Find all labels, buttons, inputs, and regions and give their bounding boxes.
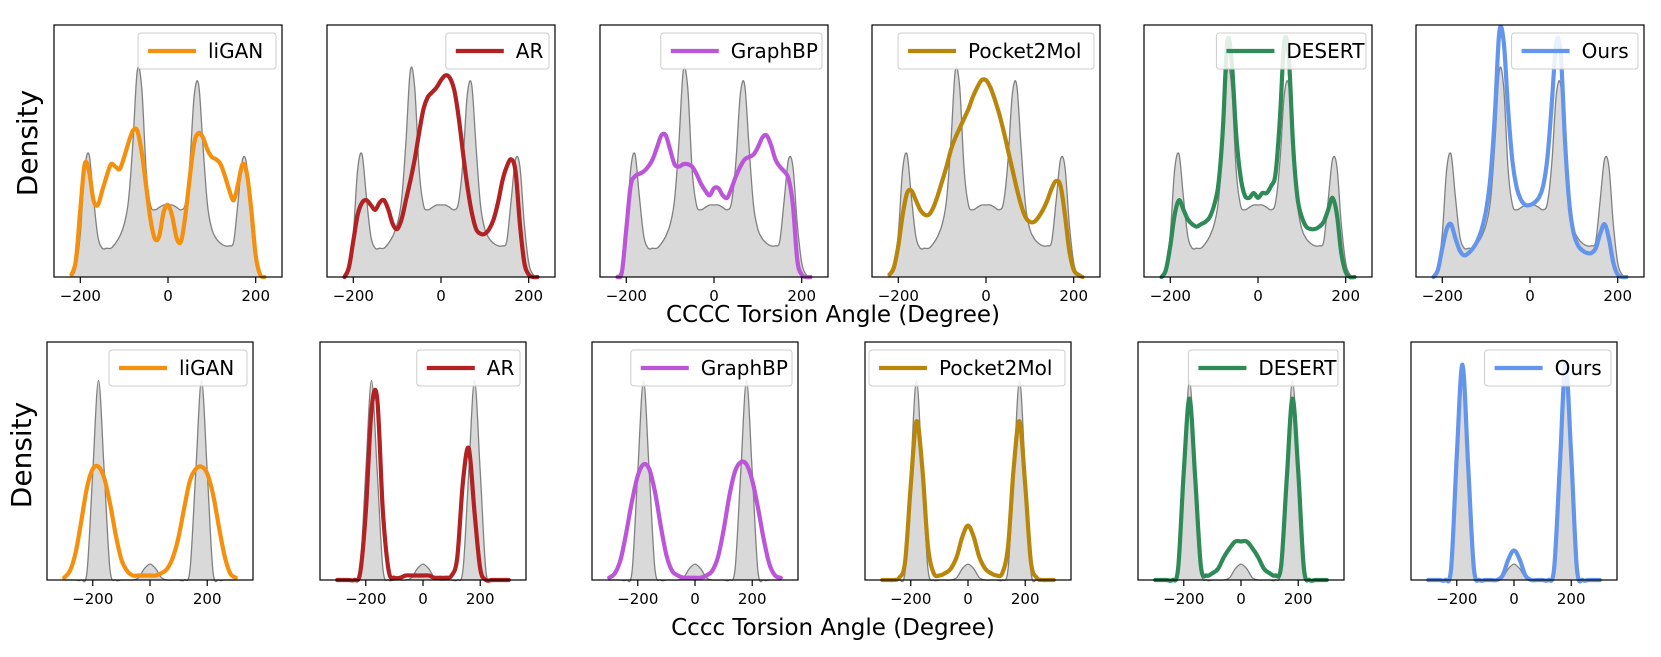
- series-line-ours: [1426, 362, 1602, 584]
- x-tick-label: 0: [418, 590, 428, 608]
- x-tick-label: 200: [514, 287, 543, 305]
- x-tick-label: 200: [787, 287, 816, 305]
- x-tick-label: −200: [878, 287, 919, 305]
- x-tick-label: 200: [1284, 590, 1313, 608]
- x-tick-label: 0: [981, 287, 991, 305]
- x-tick-label: 200: [1011, 590, 1040, 608]
- legend-box: [1511, 32, 1639, 70]
- x-tick-label: 0: [709, 287, 719, 305]
- series-line-ours: [1431, 24, 1629, 280]
- reference-density-line: [343, 66, 538, 278]
- legend-label: AR: [516, 39, 544, 63]
- series-line-ar: [342, 73, 540, 280]
- row1-x-axis-label: CCCC Torsion Angle (Degree): [666, 302, 1000, 328]
- reference-density-area: [71, 67, 265, 278]
- x-tick-label: 200: [738, 590, 767, 608]
- panel-r1-graphbp: −200 0 200 GraphBP: [599, 24, 829, 305]
- series-line-pocket2mol: [887, 77, 1085, 280]
- x-tick-label: 0: [690, 590, 700, 608]
- panel-r1-ar: −200 0 200 AR: [326, 24, 556, 305]
- row1-y-axis-label: Density: [11, 90, 44, 196]
- series-line-desert: [1153, 396, 1329, 583]
- x-tick-label: −200: [1150, 287, 1191, 305]
- reference-density-line: [888, 66, 1083, 278]
- legend-label: Ours: [1582, 39, 1629, 63]
- series-line-ar: [335, 387, 511, 583]
- legend-label: GraphBP: [701, 356, 788, 380]
- panel-r2-ar: −200 0 200 AR: [319, 341, 527, 608]
- x-tick-label: −200: [606, 287, 647, 305]
- legend-label: AR: [487, 356, 515, 380]
- x-tick-label: 0: [163, 287, 173, 305]
- x-tick-label: 0: [1525, 287, 1535, 305]
- x-tick-label: −200: [890, 590, 931, 608]
- series-line-desert: [1159, 35, 1357, 280]
- x-tick-label: −200: [333, 287, 374, 305]
- x-tick-label: 200: [1331, 287, 1360, 305]
- legend-label: GraphBP: [731, 39, 818, 63]
- series-line-ligan: [69, 126, 267, 280]
- legend-box: [897, 32, 1095, 70]
- panel-r2-desert: −200 0 200 DESERT: [1137, 341, 1345, 608]
- x-tick-label: 0: [963, 590, 973, 608]
- panel-r1-desert: −200 0 200 DESERT: [1143, 24, 1373, 305]
- series-line-ligan: [62, 463, 238, 580]
- panel-r2-pocket2mol: −200 0 200 Pocket2Mol: [864, 341, 1072, 608]
- legend-box: [660, 32, 823, 70]
- x-tick-label: 200: [193, 590, 222, 608]
- legend-label: liGAN: [208, 39, 263, 63]
- row2-y-axis-label: Density: [5, 402, 38, 508]
- series-line-graphbp: [607, 459, 783, 580]
- reference-density-line: [616, 66, 811, 278]
- reference-density-area: [344, 67, 538, 278]
- x-tick-label: −200: [60, 287, 101, 305]
- x-tick-label: 200: [466, 590, 495, 608]
- x-tick-label: 200: [1557, 590, 1586, 608]
- row2-x-axis-label: Cccc Torsion Angle (Degree): [671, 615, 995, 641]
- x-tick-label: −200: [1422, 287, 1463, 305]
- x-tick-label: −200: [1163, 590, 1204, 608]
- reference-density-area: [1433, 67, 1627, 278]
- legend-box: [1215, 32, 1367, 70]
- x-tick-label: 0: [436, 287, 446, 305]
- series-line-pocket2mol: [880, 419, 1056, 583]
- panel-r1-ligan: −200 0 200 liGAN: [53, 24, 283, 305]
- legend-label: Pocket2Mol: [939, 356, 1052, 380]
- panel-r1-pocket2mol: −200 0 200 Pocket2Mol: [871, 24, 1101, 305]
- x-tick-label: 200: [1603, 287, 1632, 305]
- panel-r1-ours: −200 0 200 Ours: [1415, 24, 1645, 305]
- reference-density-area: [617, 67, 811, 278]
- reference-density-area: [1161, 67, 1355, 278]
- series-line-graphbp: [615, 131, 813, 280]
- legend-box: [137, 32, 277, 70]
- x-tick-label: 0: [1509, 590, 1519, 608]
- x-tick-label: 0: [145, 590, 155, 608]
- x-tick-label: −200: [345, 590, 386, 608]
- panel-r2-ligan: −200 0 200 liGAN: [46, 341, 254, 608]
- legend-label: Ours: [1555, 356, 1602, 380]
- reference-density-line: [337, 379, 509, 583]
- legend-label: liGAN: [179, 356, 234, 380]
- legend-box: [1484, 349, 1612, 387]
- legend-box: [108, 349, 248, 387]
- legend-label: DESERT: [1258, 356, 1337, 380]
- x-tick-label: 0: [1236, 590, 1246, 608]
- x-tick-label: −200: [1436, 590, 1477, 608]
- x-tick-label: −200: [617, 590, 658, 608]
- x-tick-label: 200: [1059, 287, 1088, 305]
- x-tick-label: 0: [1253, 287, 1263, 305]
- legend-label: DESERT: [1286, 39, 1365, 63]
- legend-label: Pocket2Mol: [968, 39, 1081, 63]
- x-tick-label: 200: [241, 287, 270, 305]
- legend-box: [868, 349, 1066, 387]
- legend-box: [1187, 349, 1339, 387]
- reference-density-line: [1160, 66, 1355, 278]
- x-tick-label: −200: [72, 590, 113, 608]
- reference-density-area: [889, 67, 1083, 278]
- panel-r2-graphbp: −200 0 200 GraphBP: [591, 341, 799, 608]
- legend-box: [630, 349, 793, 387]
- panel-r2-ours: −200 0 200 Ours: [1410, 341, 1618, 608]
